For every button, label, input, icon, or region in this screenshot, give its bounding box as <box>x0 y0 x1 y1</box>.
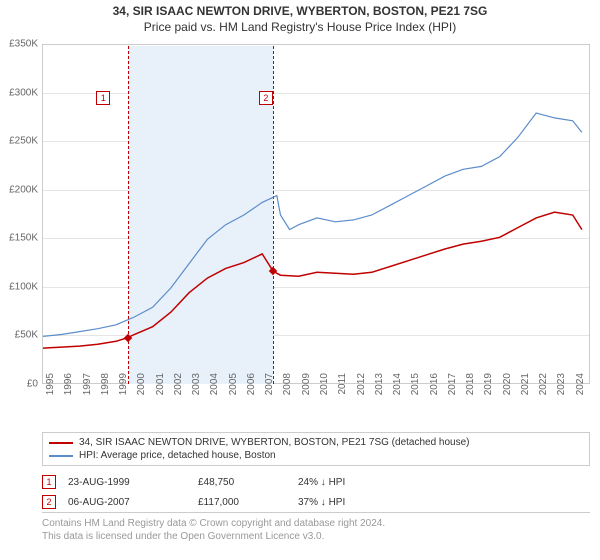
event-num-1: 1 <box>46 477 51 487</box>
copyright-line2: This data is licensed under the Open Gov… <box>42 530 590 543</box>
plot-area: 12 <box>42 44 590 384</box>
x-tick-label: 2016 <box>429 373 440 403</box>
legend-item-hpi: HPI: Average price, detached house, Bost… <box>49 449 583 462</box>
y-tick-label: £200K <box>4 184 38 195</box>
x-tick-label: 2009 <box>301 373 312 403</box>
events-table: 1 23-AUG-1999 £48,750 24% ↓ HPI 2 06-AUG… <box>42 472 590 512</box>
event-marker-1: 1 <box>42 475 56 489</box>
x-tick-label: 2022 <box>538 373 549 403</box>
x-tick-label: 2014 <box>392 373 403 403</box>
x-tick-label: 2018 <box>465 373 476 403</box>
y-tick-label: £50K <box>4 330 38 341</box>
event-date-1: 23-AUG-1999 <box>68 477 198 488</box>
x-tick-label: 1996 <box>63 373 74 403</box>
event-row-1: 1 23-AUG-1999 £48,750 24% ↓ HPI <box>42 472 590 492</box>
event-date-2: 06-AUG-2007 <box>68 497 198 508</box>
x-tick-label: 2021 <box>520 373 531 403</box>
legend: 34, SIR ISAAC NEWTON DRIVE, WYBERTON, BO… <box>42 432 590 466</box>
chart-title-block: 34, SIR ISAAC NEWTON DRIVE, WYBERTON, BO… <box>0 0 600 34</box>
x-tick-label: 1998 <box>100 373 111 403</box>
legend-swatch-hpi <box>49 455 73 457</box>
copyright-block: Contains HM Land Registry data © Crown c… <box>42 512 590 543</box>
x-tick-label: 2013 <box>374 373 385 403</box>
x-tick-label: 2010 <box>319 373 330 403</box>
event-change-2: 37% ↓ HPI <box>298 497 398 508</box>
x-tick-label: 2019 <box>483 373 494 403</box>
x-tick-label: 2024 <box>575 373 586 403</box>
y-tick-label: £250K <box>4 136 38 147</box>
event-row-2: 2 06-AUG-2007 £117,000 37% ↓ HPI <box>42 492 590 512</box>
x-tick-label: 2000 <box>136 373 147 403</box>
event-num-2: 2 <box>46 497 51 507</box>
x-tick-label: 2006 <box>246 373 257 403</box>
title-line2: Price paid vs. HM Land Registry's House … <box>0 20 600 34</box>
legend-label-hpi: HPI: Average price, detached house, Bost… <box>79 450 276 461</box>
title-line1: 34, SIR ISAAC NEWTON DRIVE, WYBERTON, BO… <box>0 4 600 18</box>
x-tick-label: 2008 <box>282 373 293 403</box>
x-tick-label: 2007 <box>264 373 275 403</box>
y-tick-label: £350K <box>4 39 38 50</box>
y-tick-label: £100K <box>4 281 38 292</box>
event-marker-box: 2 <box>259 91 273 105</box>
event-change-1: 24% ↓ HPI <box>298 477 398 488</box>
event-price-1: £48,750 <box>198 477 298 488</box>
x-tick-label: 1997 <box>82 373 93 403</box>
chart-area: 12 <box>42 44 590 406</box>
legend-swatch-property <box>49 442 73 444</box>
x-tick-label: 2012 <box>356 373 367 403</box>
series-property <box>43 212 582 348</box>
y-tick-label: £0 <box>4 379 38 390</box>
event-marker-2: 2 <box>42 495 56 509</box>
x-tick-label: 2001 <box>155 373 166 403</box>
x-tick-label: 2004 <box>209 373 220 403</box>
x-tick-label: 2005 <box>228 373 239 403</box>
y-tick-label: £300K <box>4 87 38 98</box>
line-series <box>43 45 591 385</box>
y-tick-label: £150K <box>4 233 38 244</box>
x-tick-label: 2020 <box>502 373 513 403</box>
x-tick-label: 2003 <box>191 373 202 403</box>
x-tick-label: 2015 <box>410 373 421 403</box>
legend-label-property: 34, SIR ISAAC NEWTON DRIVE, WYBERTON, BO… <box>79 437 470 448</box>
legend-item-property: 34, SIR ISAAC NEWTON DRIVE, WYBERTON, BO… <box>49 436 583 449</box>
x-tick-label: 2017 <box>447 373 458 403</box>
series-hpi <box>43 113 582 336</box>
x-tick-label: 2023 <box>556 373 567 403</box>
x-tick-label: 1995 <box>45 373 56 403</box>
event-price-2: £117,000 <box>198 497 298 508</box>
x-tick-label: 2011 <box>337 373 348 403</box>
x-tick-label: 2002 <box>173 373 184 403</box>
event-marker-box: 1 <box>96 91 110 105</box>
copyright-line1: Contains HM Land Registry data © Crown c… <box>42 517 590 530</box>
x-tick-label: 1999 <box>118 373 129 403</box>
